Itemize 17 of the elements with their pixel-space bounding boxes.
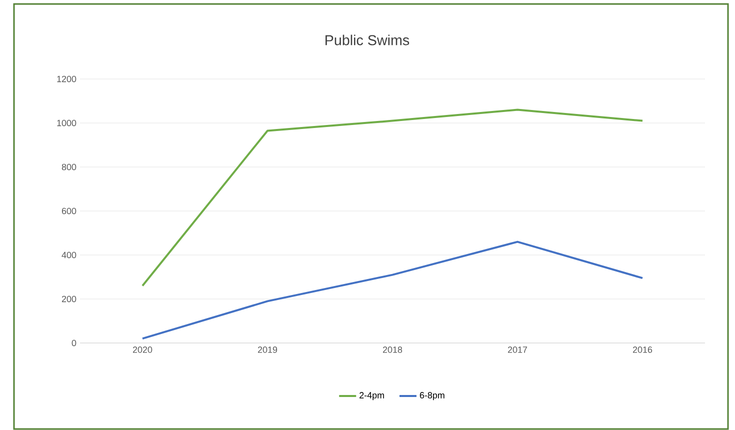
y-tick-label: 800 [62, 164, 76, 170]
y-tick-label: 0 [72, 340, 76, 346]
line-series [142, 240, 644, 340]
x-tick-label: 2019 [258, 346, 278, 353]
chart-title: Public Swims [326, 34, 410, 46]
y-tick-label: 400 [62, 252, 76, 258]
x-tick-label: 2018 [382, 346, 402, 353]
x-tick-label: 2020 [132, 346, 152, 353]
x-tick-label: 2016 [632, 346, 652, 353]
y-tick-label: 1000 [57, 120, 76, 126]
y-tick-label: 600 [62, 208, 76, 214]
line-series [142, 108, 644, 287]
x-tick-label: 2017 [508, 346, 528, 353]
y-tick-label: 200 [62, 296, 76, 302]
legend-label: 6-8pm [420, 392, 444, 400]
y-tick-label: 1200 [57, 76, 76, 82]
legend-label: 2-4pm [360, 392, 384, 400]
